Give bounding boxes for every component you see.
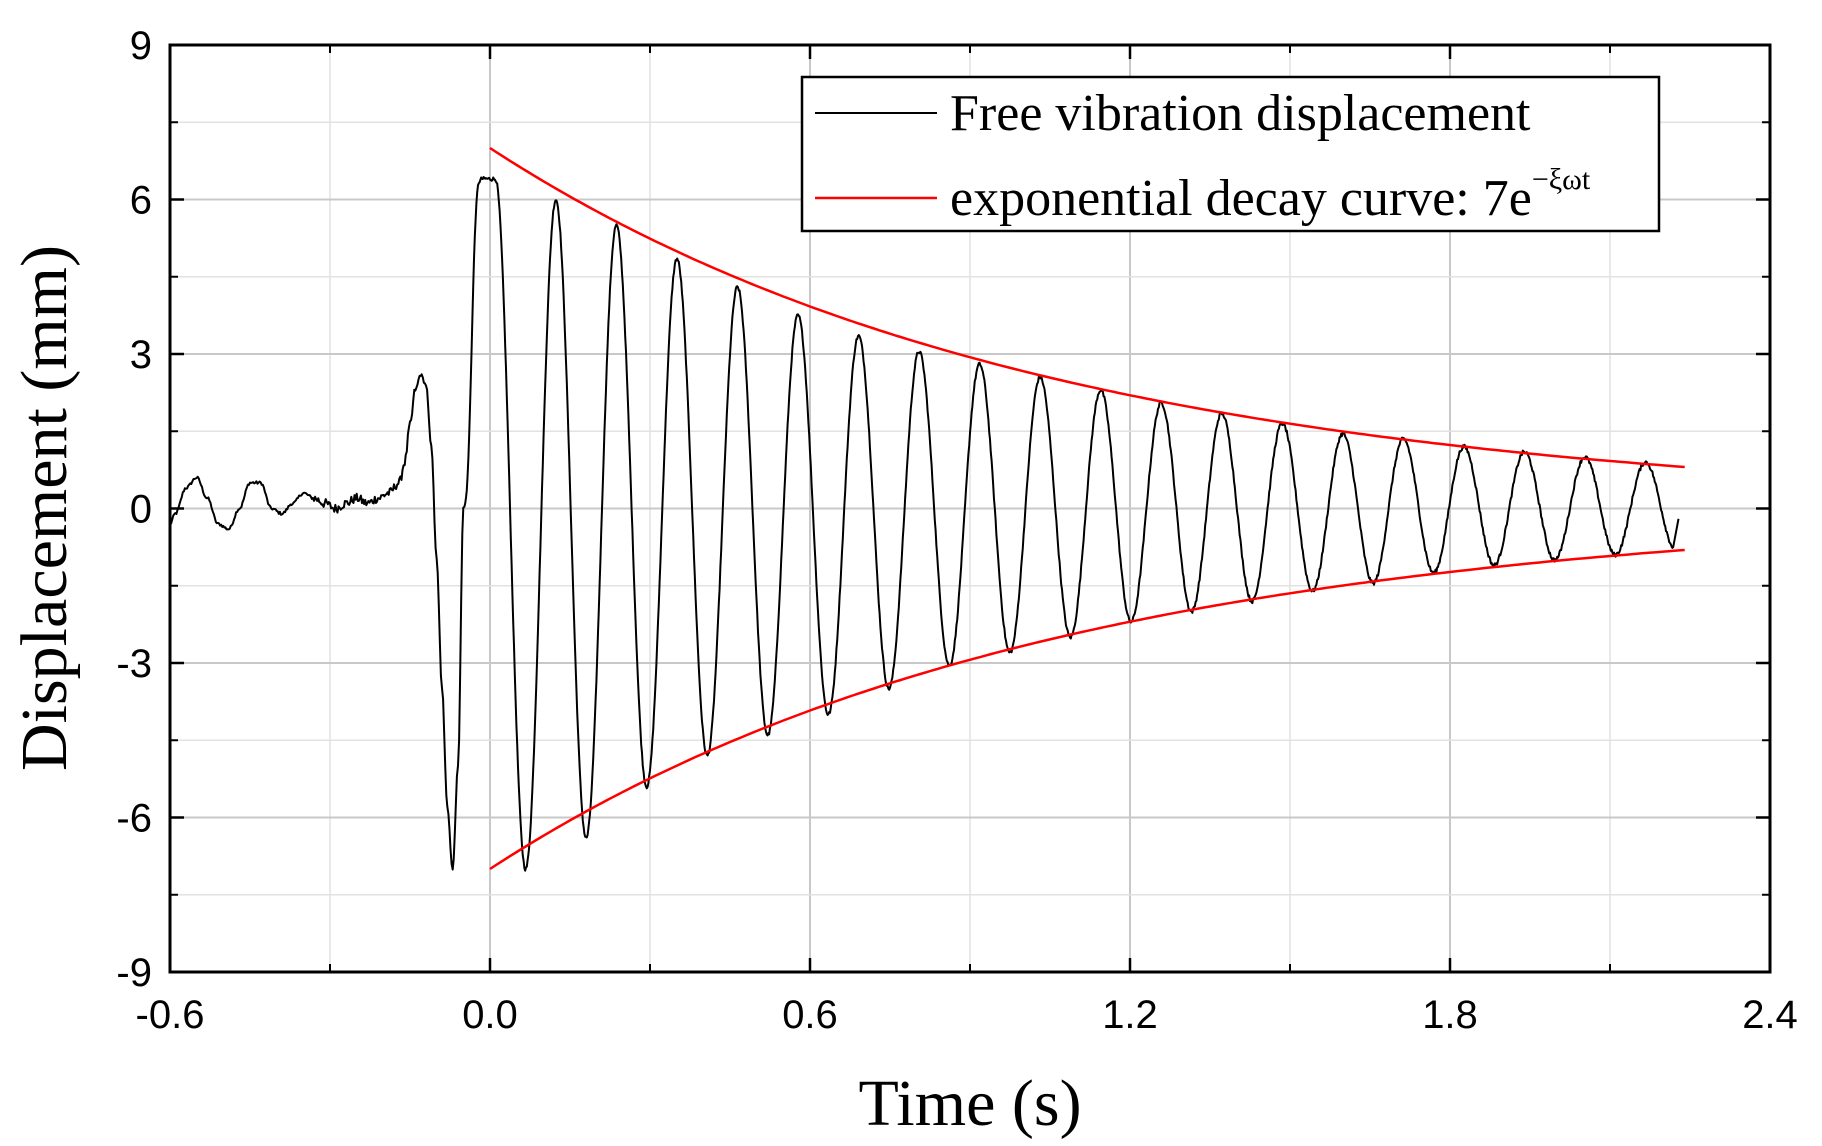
y-tick-label: 3	[130, 333, 152, 377]
y-tick-label: 6	[130, 179, 152, 223]
series-decay-lower-line	[489, 548, 1685, 871]
y-tick-label: 0	[130, 488, 152, 532]
series-decay-upper-line	[489, 146, 1685, 469]
legend-label-decay-exponent: −ξωt	[1532, 163, 1591, 196]
legend-label-decay: exponential decay curve: 7e−ξωt	[950, 163, 1591, 227]
x-tick-label: 2.4	[1742, 993, 1798, 1037]
series-layer	[169, 146, 1685, 872]
y-tick-label: -3	[116, 642, 152, 686]
y-tick-label: 9	[130, 24, 152, 68]
x-tick-label: 1.2	[1102, 993, 1158, 1037]
ticks	[168, 43, 1772, 974]
legend-label-displacement: Free vibration displacement	[950, 85, 1531, 142]
y-axis-title: Displacement (mm)	[8, 245, 81, 771]
legend: Free vibration displacement exponential …	[800, 75, 1661, 233]
y-tick-label: -6	[116, 797, 152, 841]
series-displacement-line	[169, 176, 1680, 872]
x-tick-label: -0.6	[136, 993, 205, 1037]
y-tick-label: -9	[116, 951, 152, 995]
x-axis-title: Time (s)	[858, 1067, 1081, 1140]
legend-label-decay-base: exponential decay curve: 7e	[950, 170, 1532, 227]
x-tick-label: 0.0	[462, 993, 518, 1037]
x-tick-label: 1.8	[1422, 993, 1478, 1037]
x-tick-label: 0.6	[782, 993, 838, 1037]
tick-labels: -0.6 0.0 0.6 1.2 1.8 2.4 -9 -6 -3 0 3 6 9	[116, 24, 1797, 1037]
legend-box	[800, 75, 1661, 233]
